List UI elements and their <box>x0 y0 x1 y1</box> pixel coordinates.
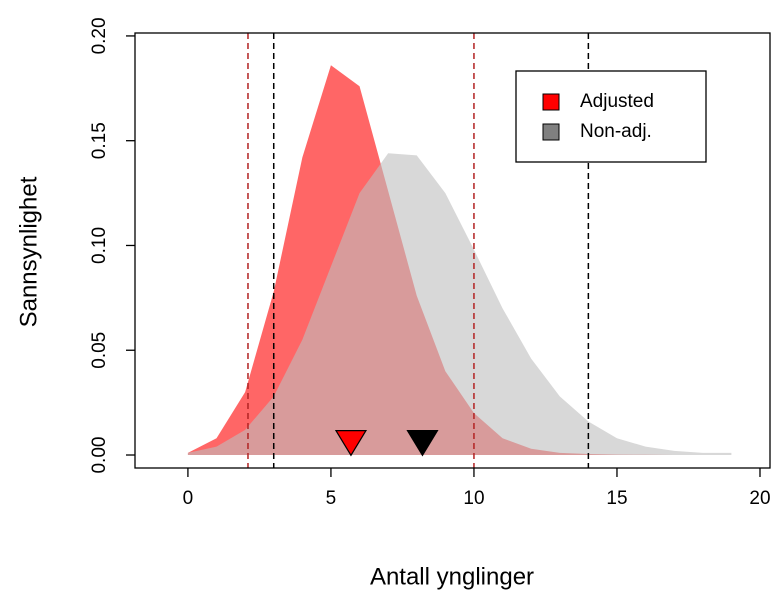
x-tick-label: 15 <box>606 488 627 509</box>
density-area <box>187 153 732 456</box>
y-tick-label: 0.10 <box>89 227 110 264</box>
x-tick-label: 0 <box>183 488 194 509</box>
legend-frame <box>515 70 707 163</box>
marker <box>406 429 439 457</box>
y-tick-label: 0.15 <box>89 122 110 159</box>
x-tick-label: 20 <box>749 488 770 509</box>
y-tick-label: 0.20 <box>89 17 110 54</box>
legend-label: Adjusted <box>580 91 654 112</box>
y-tick-label: 0.05 <box>89 332 110 369</box>
plot-frame <box>134 32 771 469</box>
x-axis-label: Antall ynglinger <box>370 563 534 590</box>
x-tick-label: 5 <box>326 488 337 509</box>
legend-label: Non-adj. <box>580 121 652 142</box>
y-tick-label: 0.00 <box>89 437 110 474</box>
marker <box>334 429 368 457</box>
y-axis-label: Sannsynlighet <box>15 176 42 327</box>
legend-swatch <box>542 123 560 141</box>
legend-swatch <box>542 93 560 111</box>
x-tick-label: 10 <box>463 488 484 509</box>
